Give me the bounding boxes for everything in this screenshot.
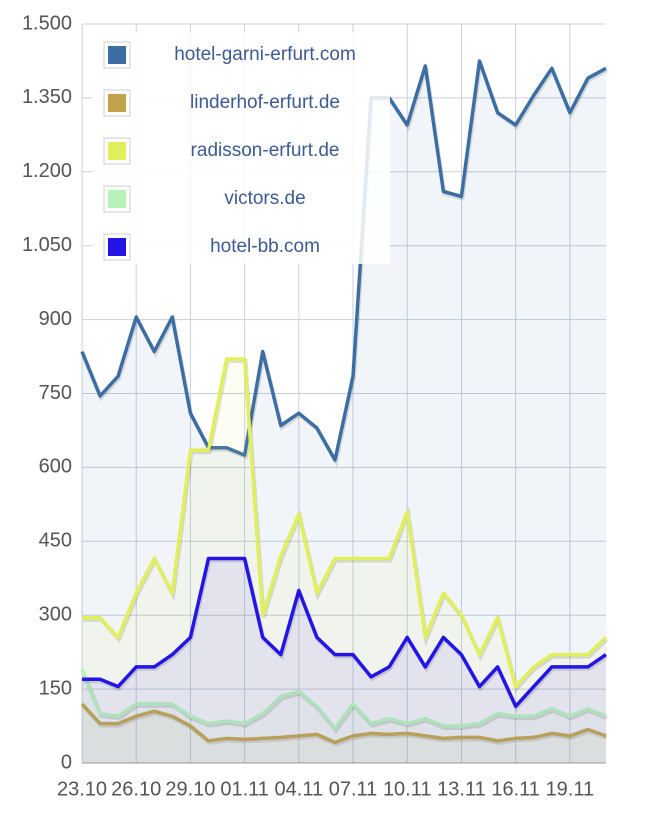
y-tick-label: 600 <box>39 456 72 478</box>
legend-swatch <box>108 46 126 64</box>
y-tick-label: 300 <box>39 603 72 625</box>
x-tick-label: 29.10 <box>165 778 215 800</box>
y-tick-label: 900 <box>39 308 72 330</box>
legend-label: linderhof-erfurt.de <box>190 92 340 113</box>
area <box>82 359 606 763</box>
legend-swatch <box>108 94 126 112</box>
area <box>82 558 606 763</box>
x-tick-label: 23.10 <box>57 778 107 800</box>
area <box>82 61 606 763</box>
legend-swatch <box>108 238 126 256</box>
series-line <box>80 702 607 745</box>
x-tick-label: 10.11 <box>383 778 432 800</box>
y-tick-label: 0 <box>61 751 72 773</box>
y-tick-label: 1.050 <box>22 234 72 256</box>
y-tick-label: 1.350 <box>22 86 72 108</box>
x-tick-label: 26.10 <box>111 778 161 800</box>
legend: hotel-garni-erfurt.com linderhof-erfurt.d… <box>92 32 390 264</box>
legend-swatch <box>108 142 126 160</box>
series-line <box>82 556 607 709</box>
legend-label: hotel-bb.com <box>210 236 320 257</box>
x-tick-label: 07.11 <box>329 778 378 800</box>
x-tick-label: 13.11 <box>437 778 486 800</box>
y-tick-label: 150 <box>39 677 72 699</box>
y-tick-label: 450 <box>39 530 72 552</box>
legend-label: victors.de <box>224 188 305 209</box>
y-tick-label: 1.500 <box>22 12 72 34</box>
line-shadow <box>81 670 608 734</box>
x-tick-label: 01.11 <box>220 778 269 800</box>
series-line <box>82 357 608 689</box>
y-tick-label: 1.200 <box>22 160 72 182</box>
area <box>82 703 606 763</box>
legend-label: hotel-garni-erfurt.com <box>174 44 356 65</box>
series-line <box>80 59 607 462</box>
legend-label: radisson-erfurt.de <box>191 140 340 161</box>
legend-box <box>92 32 390 264</box>
y-tick-label: 750 <box>39 382 72 404</box>
line-shadow <box>83 558 609 712</box>
x-tick-label: 19.11 <box>546 778 595 800</box>
series-line <box>80 668 607 731</box>
legend-swatch <box>108 190 126 208</box>
x-tick-label: 04.11 <box>275 778 324 800</box>
x-tick-label: 16.11 <box>491 778 540 800</box>
